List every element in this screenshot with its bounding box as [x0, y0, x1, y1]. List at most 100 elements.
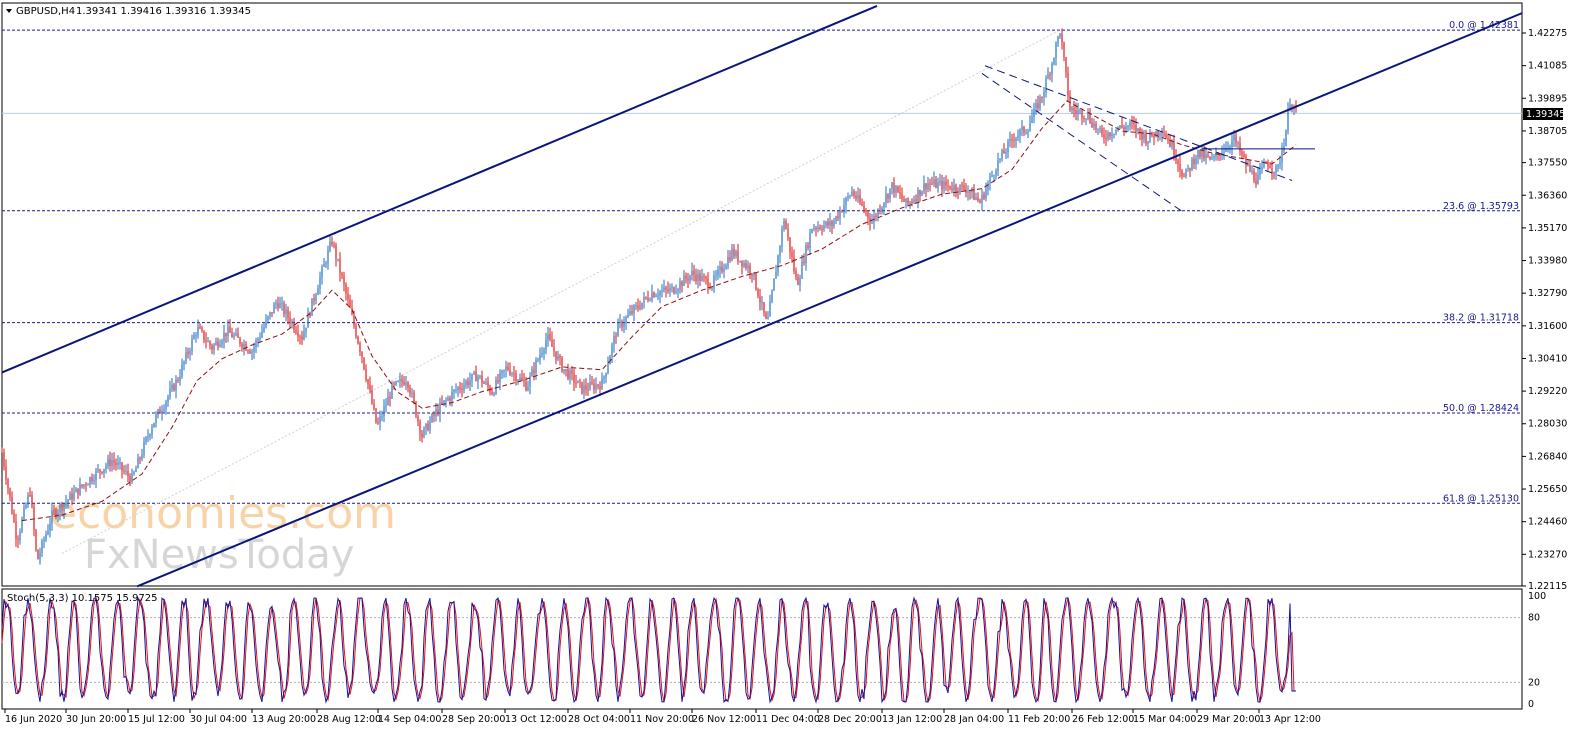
candle-body: [567, 369, 569, 379]
candle-body: [95, 470, 97, 481]
candle-body: [1077, 110, 1079, 113]
candle-body: [953, 185, 955, 191]
candle-body: [639, 307, 641, 309]
time-tick-label: 11 Feb 20:00: [1008, 714, 1070, 725]
candle-body: [1243, 154, 1245, 157]
candle-body: [803, 261, 805, 264]
candle-body: [393, 383, 395, 385]
candle-body: [151, 427, 153, 435]
candle-body: [331, 241, 333, 245]
candle-body: [783, 220, 785, 230]
candle-body: [375, 408, 377, 423]
candle-body: [747, 265, 749, 268]
candle-body: [261, 331, 263, 338]
candle-body: [1085, 118, 1087, 120]
candle-body: [291, 321, 293, 324]
candle-body: [617, 322, 619, 337]
candle-body: [1095, 123, 1097, 130]
time-tick-label: 13 Oct 12:00: [505, 714, 567, 725]
candle-body: [579, 380, 581, 382]
candle-body: [85, 484, 87, 486]
candle-body: [1061, 33, 1063, 43]
candle-body: [1295, 107, 1297, 109]
candle-body: [1261, 167, 1263, 170]
candle-body: [921, 191, 923, 196]
candle-body: [559, 355, 561, 358]
candle-body: [999, 158, 1001, 160]
candle-body: [1169, 140, 1171, 147]
candle-body: [253, 346, 255, 352]
candle-body: [1049, 74, 1051, 76]
stoch-signal-line: [1, 596, 1296, 704]
candle-body: [123, 470, 125, 472]
down-channel-upper-line: [984, 65, 1293, 181]
candle-body: [891, 182, 893, 189]
candle-body: [289, 317, 291, 324]
candle-body: [815, 228, 817, 230]
candle-body: [761, 302, 763, 304]
candle-body: [963, 185, 965, 190]
candle-body: [847, 196, 849, 199]
candle-body: [107, 459, 109, 466]
candle-body: [117, 462, 119, 465]
candle-body: [831, 221, 833, 226]
candle-body: [249, 351, 251, 354]
candle-body: [465, 381, 467, 386]
candle-body: [1223, 151, 1225, 153]
candle-body: [1189, 167, 1191, 170]
candle-body: [1147, 141, 1149, 144]
candle-body: [113, 460, 115, 463]
time-tick-label: 28 Sep 20:00: [442, 714, 505, 725]
candle-body: [871, 222, 873, 224]
candle-body: [1251, 170, 1253, 172]
candle-body: [1279, 162, 1281, 165]
candle-body: [1241, 151, 1243, 155]
price-tick-label: 1.23270: [1528, 549, 1567, 560]
candle-body: [695, 275, 697, 282]
candle-body: [523, 379, 525, 382]
candle-body: [907, 198, 909, 204]
candle-body: [703, 276, 705, 278]
candle-body: [779, 246, 781, 256]
candle-body: [607, 364, 609, 374]
candle-body: [1043, 92, 1045, 98]
candle-body: [1045, 78, 1047, 93]
candle-body: [905, 198, 907, 202]
candle-body: [917, 189, 919, 201]
candle-body: [167, 396, 169, 402]
candle-body: [711, 287, 713, 289]
candle-body: [1225, 147, 1227, 152]
candle-body: [1035, 103, 1037, 109]
candle-body: [661, 290, 663, 292]
candle-body: [327, 250, 329, 264]
fib-level-label: 50.0 @ 1.28424: [1443, 403, 1519, 414]
main-chart-frame: [1, 2, 1523, 587]
candle-body: [83, 484, 85, 487]
candle-body: [75, 488, 77, 493]
candle-body: [1111, 134, 1113, 137]
candle-body: [877, 209, 879, 217]
candle-body: [781, 229, 783, 247]
candle-body: [1203, 150, 1205, 159]
price-axis: 1.42275 1.41085 1.39895 1.38705 1.37550 1.363…: [1522, 28, 1567, 592]
candle-body: [463, 385, 465, 390]
candle-body: [511, 373, 513, 375]
price-tick-label: 1.36360: [1528, 190, 1567, 201]
candle-body: [861, 202, 863, 206]
candle-body: [275, 303, 277, 305]
candle-body: [839, 210, 841, 219]
stoch-main-line: [1, 596, 1296, 704]
candle-body: [45, 534, 47, 541]
candle-body: [129, 476, 131, 483]
time-tick-label: 11 Dec 04:00: [756, 714, 820, 725]
candle-body: [125, 470, 127, 472]
candle-body: [479, 375, 481, 377]
candle-body: [573, 373, 575, 383]
candle-body: [1015, 137, 1017, 141]
collapse-triangle-icon[interactable]: [6, 9, 12, 13]
time-tick-label: 26 Feb 12:00: [1072, 714, 1134, 725]
candle-body: [325, 263, 327, 265]
candle-body: [875, 215, 877, 217]
candle-body: [1167, 138, 1169, 141]
